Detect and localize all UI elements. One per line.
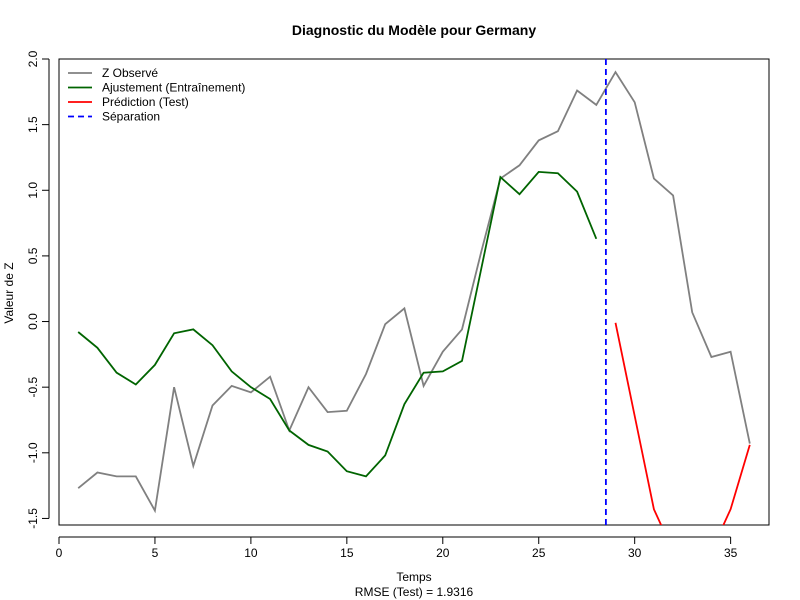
y-tick-label: -1.5 [26,508,40,529]
x-tick-label: 0 [56,546,63,560]
y-axis: -1.5 -1.0 -0.5 0.0 0.5 1.0 1.5 2.0 [26,50,50,529]
x-axis: 0 5 10 15 20 25 30 35 [56,536,738,560]
series-line [77,170,598,478]
x-tick-label: 10 [244,546,258,560]
y-tick-label: -0.5 [26,377,40,398]
legend-label: Ajustement (Entraînement) [102,81,245,95]
y-axis-label: Valeur de Z [2,262,16,323]
series-line [614,322,751,525]
x-tick-label: 20 [436,546,450,560]
y-tick-label: 0.5 [26,247,40,264]
legend-label: Séparation [102,110,160,124]
legend-label: Z Observé [102,66,158,80]
y-tick-label: 0.0 [26,313,40,330]
legend-label: Prédiction (Test) [102,95,189,109]
y-tick-label: 1.0 [26,182,40,199]
plot-frame [58,58,770,526]
x-tick-label: 5 [152,546,159,560]
x-axis-label: Temps [396,570,431,584]
y-tick-label: 1.5 [26,116,40,133]
rmse-label: RMSE (Test) = 1.9316 [355,585,474,599]
x-tick-label: 15 [340,546,354,560]
x-tick-label: 25 [532,546,546,560]
series-layer [77,59,751,525]
x-tick-label: 30 [628,546,642,560]
y-tick-label: 2.0 [26,50,40,67]
x-tick-label: 35 [724,546,738,560]
chart-title: Diagnostic du Modèle pour Germany [292,22,536,38]
y-tick-label: -1.0 [26,442,40,463]
series-line [77,70,751,514]
